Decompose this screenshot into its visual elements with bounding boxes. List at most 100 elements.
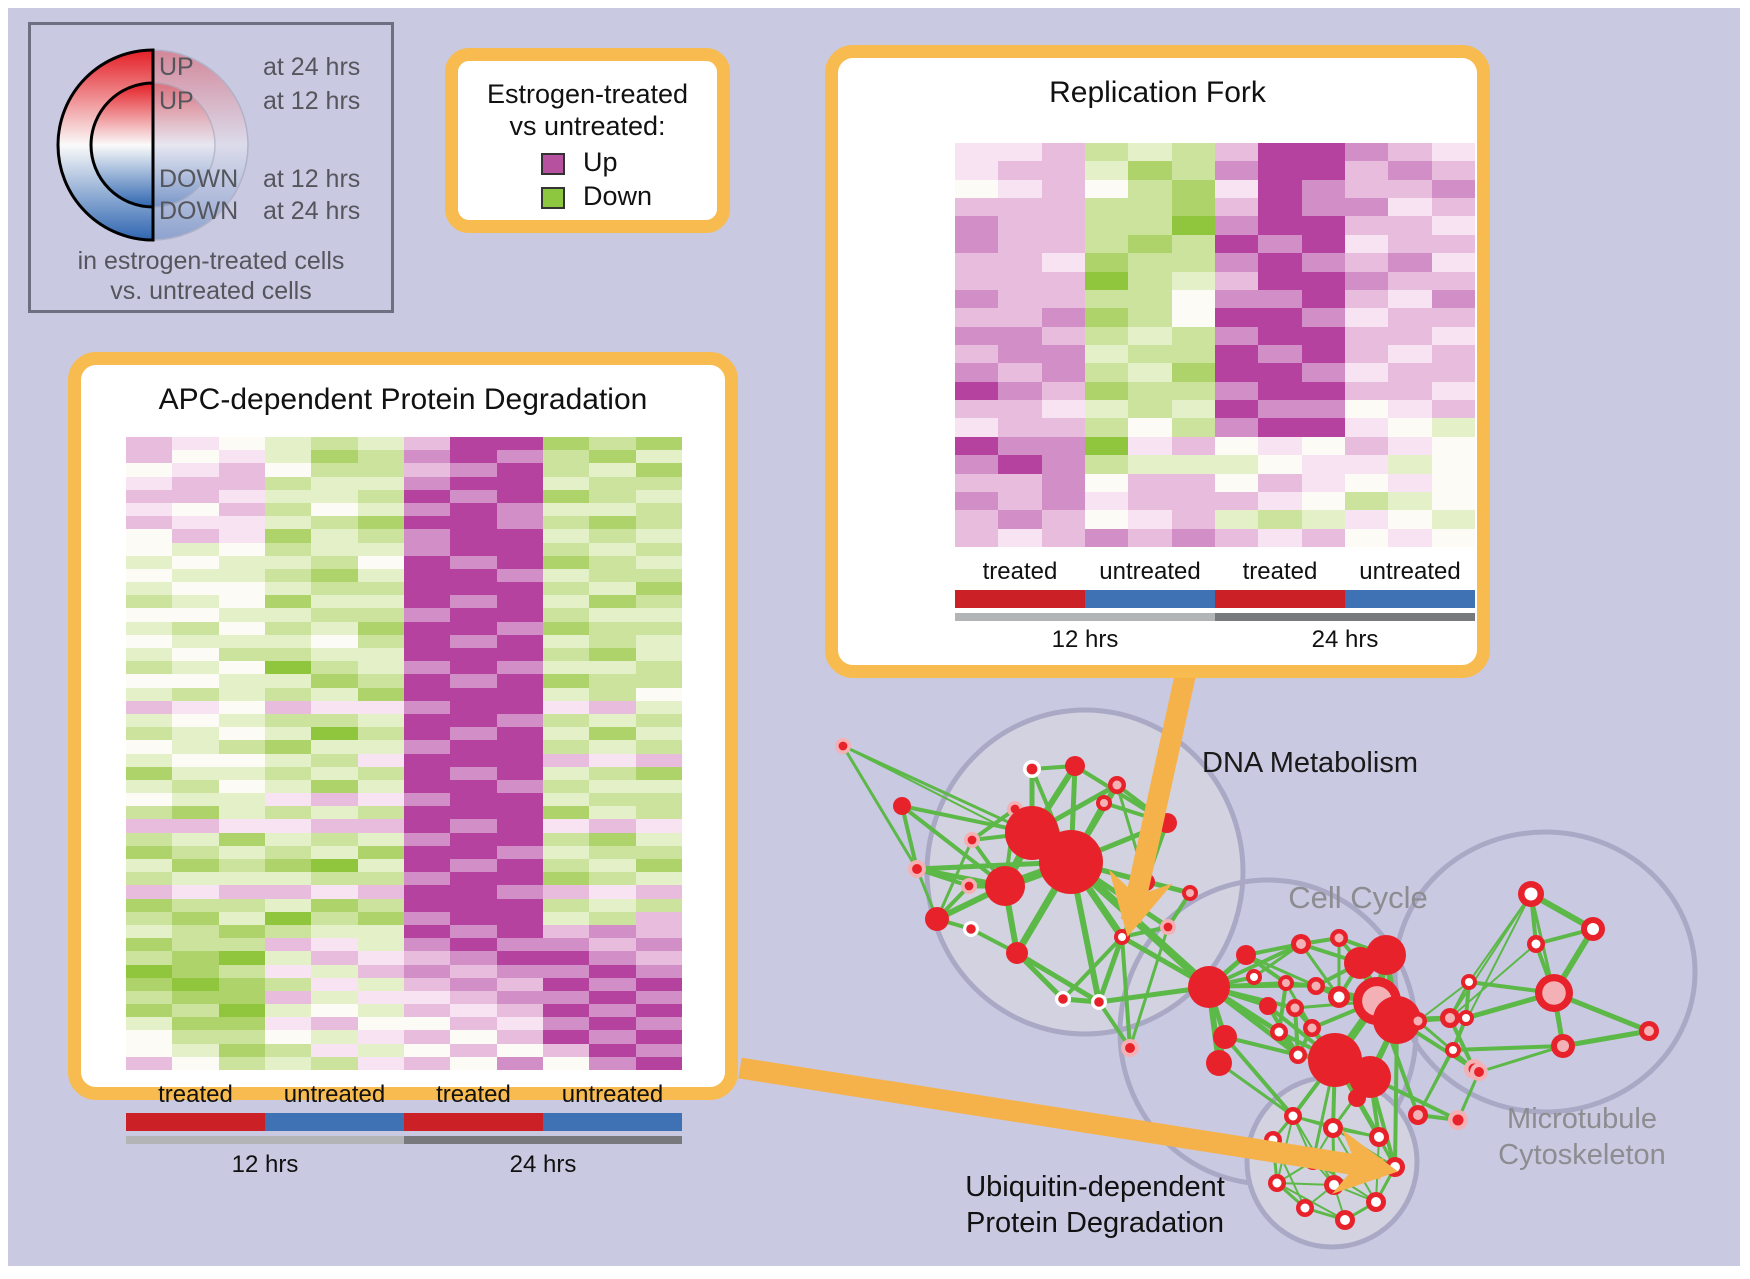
heatmap-cell (311, 463, 358, 477)
network-node[interactable] (1307, 977, 1325, 995)
network-node[interactable] (925, 907, 949, 931)
network-node[interactable] (1324, 1175, 1344, 1195)
heatmap-cell (357, 740, 404, 754)
cluster-label: Microtubule (1507, 1103, 1657, 1135)
network-node[interactable] (1470, 1063, 1488, 1081)
heatmap-cell (1388, 179, 1432, 199)
network-node[interactable] (908, 860, 926, 878)
network-node[interactable] (1278, 975, 1294, 991)
network-node[interactable] (1330, 929, 1348, 947)
heatmap-cell (218, 595, 265, 609)
network-node[interactable] (1114, 929, 1130, 945)
heatmap-cell (403, 938, 451, 952)
heatmap-cell (1258, 143, 1302, 162)
network-node[interactable] (1445, 1042, 1461, 1058)
heatmap-cell (357, 779, 404, 794)
network-node[interactable] (1206, 1050, 1232, 1076)
network-node[interactable] (1518, 881, 1544, 907)
network-node[interactable] (1065, 756, 1085, 776)
network-node[interactable] (1308, 1033, 1362, 1087)
network-node[interactable] (1188, 966, 1230, 1008)
heatmap-cell (1128, 363, 1172, 382)
time-bar-segment (1215, 613, 1475, 621)
heatmap-cell (1214, 400, 1259, 419)
network-node[interactable] (1213, 1025, 1237, 1049)
network-node[interactable] (1270, 1023, 1288, 1041)
heatmap-cell (264, 740, 312, 754)
heatmap-cell (1084, 510, 1129, 529)
network-node[interactable] (1182, 885, 1198, 901)
heatmap-cell (635, 1056, 682, 1070)
network-node[interactable] (1323, 1118, 1343, 1138)
heatmap-cell (589, 951, 636, 965)
network-node[interactable] (963, 921, 979, 937)
heatmap-cell (264, 661, 312, 675)
network-node[interactable] (1259, 997, 1277, 1015)
network-node[interactable] (1535, 974, 1573, 1012)
heatmap-cell (635, 885, 682, 899)
heatmap-cell (1041, 143, 1085, 162)
heatmap-cell (311, 674, 358, 688)
network-node[interactable] (961, 878, 977, 894)
network-node[interactable] (1461, 974, 1477, 990)
network-node[interactable] (1284, 1107, 1302, 1125)
network-node[interactable] (893, 797, 911, 815)
network-node[interactable] (1055, 991, 1071, 1007)
heatmap-cell (1258, 491, 1302, 511)
network-node[interactable] (1236, 945, 1256, 965)
network-node[interactable] (1408, 1105, 1428, 1125)
heatmap-cell (403, 555, 451, 569)
heatmap-cell (1388, 363, 1432, 382)
heatmap-cell (955, 253, 999, 272)
network-node[interactable] (1303, 1019, 1321, 1037)
heatmap-cell (357, 859, 404, 873)
heatmap-cell (264, 938, 312, 952)
network-node[interactable] (1348, 1089, 1366, 1107)
network-node[interactable] (1268, 1174, 1286, 1192)
heatmap-cell (1431, 271, 1475, 290)
heatmap-cell (357, 845, 404, 859)
network-node[interactable] (1440, 1008, 1460, 1028)
network-node[interactable] (835, 738, 851, 754)
network-node[interactable] (1551, 1034, 1575, 1058)
network-node[interactable] (1121, 1039, 1139, 1057)
treatment-group-label: treated (436, 1081, 511, 1108)
heatmap-cell (311, 977, 358, 991)
heatmap-cell (450, 648, 497, 662)
network-node[interactable] (1246, 969, 1262, 985)
network-node[interactable] (985, 866, 1025, 906)
heatmap-cell (450, 1030, 497, 1044)
network-node[interactable] (1385, 1157, 1405, 1177)
network-node[interactable] (1006, 942, 1028, 964)
network-node[interactable] (1328, 986, 1350, 1008)
network-node[interactable] (1096, 795, 1112, 811)
network-node[interactable] (1335, 1210, 1355, 1230)
heatmap-cell (496, 463, 543, 477)
network-node[interactable] (1448, 1110, 1468, 1130)
network-node[interactable] (1108, 776, 1126, 794)
network-node[interactable] (1373, 996, 1421, 1044)
network-node[interactable] (1369, 1127, 1389, 1147)
heatmap-cell (357, 727, 404, 741)
heatmap-cell (264, 898, 312, 912)
network-node[interactable] (1296, 1199, 1314, 1217)
network-node[interactable] (1458, 1010, 1474, 1026)
heatmap-cell (496, 766, 543, 780)
network-node[interactable] (1023, 760, 1041, 778)
network-node[interactable] (1039, 830, 1103, 894)
network-node[interactable] (1366, 935, 1406, 975)
network-node[interactable] (1291, 934, 1311, 954)
network-node[interactable] (1581, 917, 1605, 941)
network-node[interactable] (1349, 1056, 1391, 1098)
network-node[interactable] (1527, 935, 1545, 953)
network-node[interactable] (964, 832, 980, 848)
network-node[interactable] (1289, 1046, 1307, 1064)
network-node[interactable] (1639, 1021, 1659, 1041)
network-node[interactable] (1091, 994, 1107, 1010)
network-node[interactable] (1286, 999, 1304, 1017)
heatmap-cell (1041, 234, 1085, 254)
network-node[interactable] (1366, 1192, 1386, 1212)
network-node[interactable] (1409, 1012, 1427, 1030)
network-node[interactable] (1160, 919, 1176, 935)
heatmap-cell (264, 502, 312, 517)
